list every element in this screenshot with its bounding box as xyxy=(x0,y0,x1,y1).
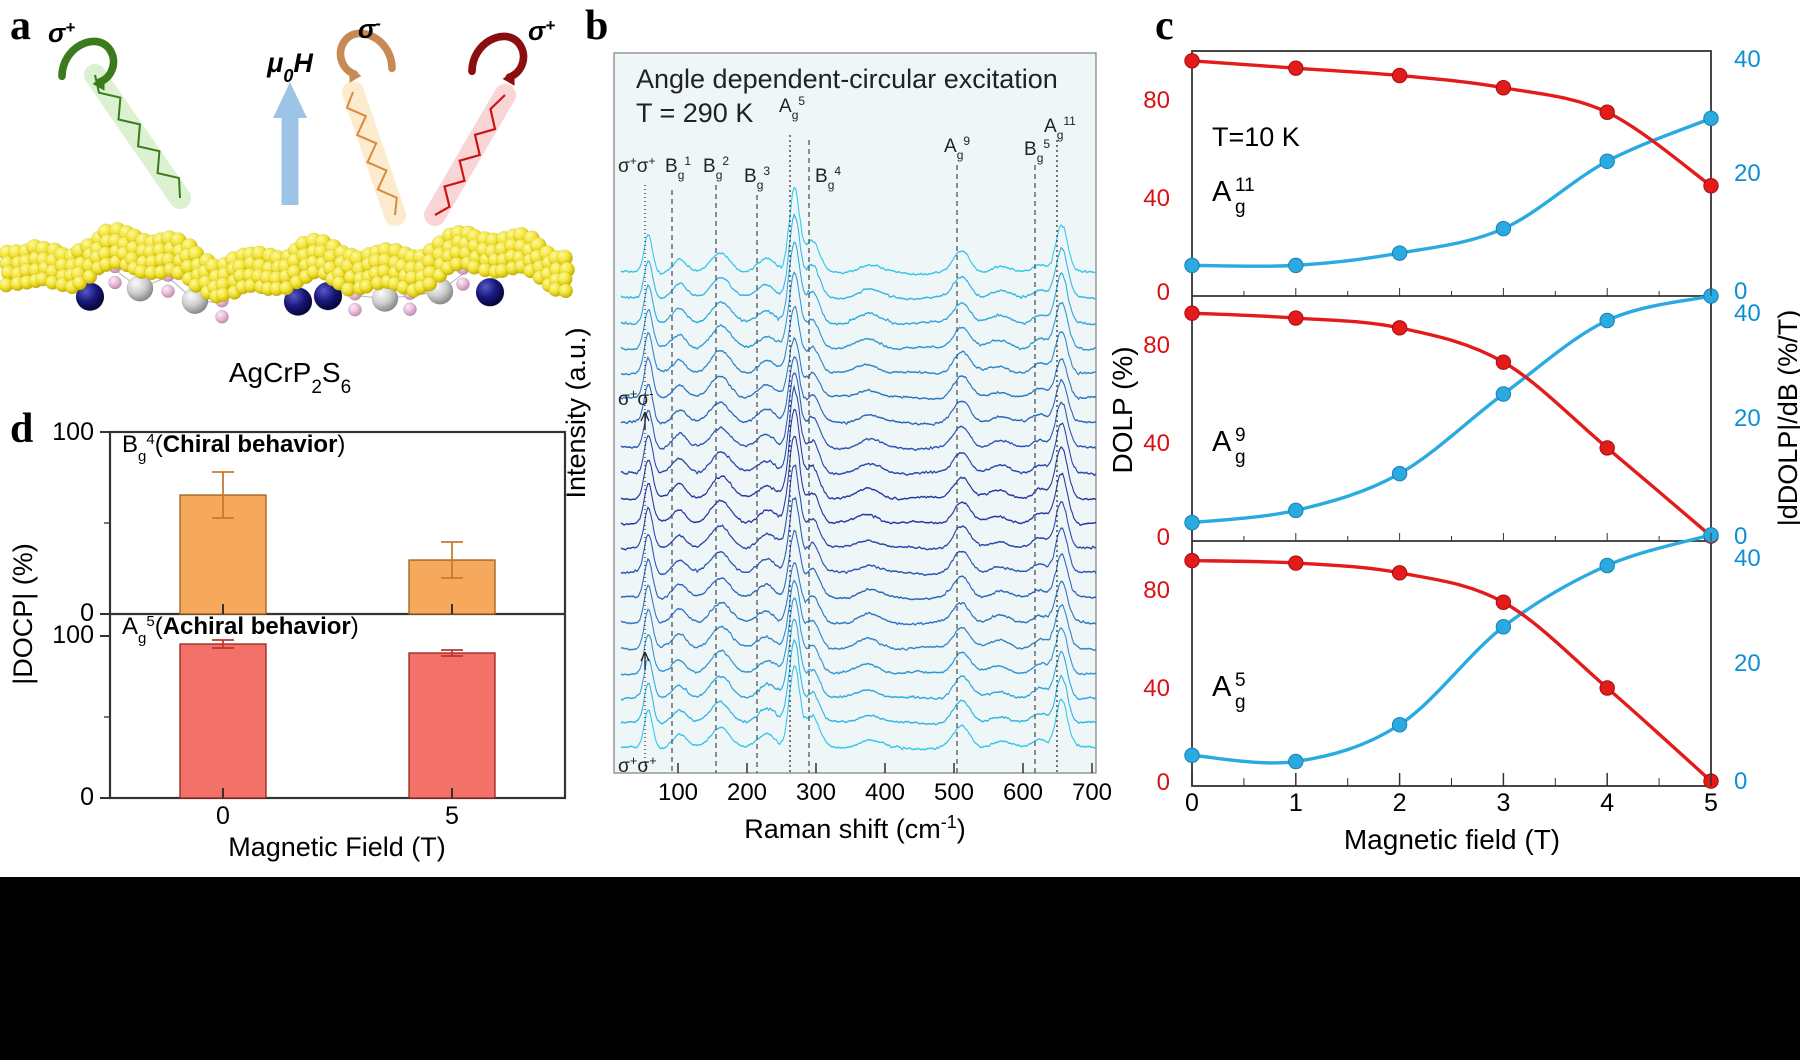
svg-text:T = 290 K: T = 290 K xyxy=(636,98,753,128)
svg-text:2: 2 xyxy=(1393,789,1407,817)
svg-text:40: 40 xyxy=(1734,545,1761,572)
svg-text:100: 100 xyxy=(658,779,698,806)
svg-text:|dDOLP|/dB (%/T): |dDOLP|/dB (%/T) xyxy=(1773,310,1800,527)
svg-text:0: 0 xyxy=(1734,768,1747,795)
svg-text:300: 300 xyxy=(796,779,836,806)
svg-text:600: 600 xyxy=(1003,779,1043,806)
svg-text:Angle dependent-circular excit: Angle dependent-circular excitation xyxy=(636,64,1058,94)
svg-text:11: 11 xyxy=(1235,175,1255,196)
svg-text:5: 5 xyxy=(1235,670,1246,691)
svg-text:g: g xyxy=(1235,692,1246,713)
svg-text:g: g xyxy=(1235,447,1246,468)
svg-text:Bg4(Chiral behavior): Bg4(Chiral behavior) xyxy=(122,431,345,465)
svg-text:0: 0 xyxy=(1185,789,1199,817)
svg-text:DOLP (%): DOLP (%) xyxy=(1107,346,1138,473)
svg-text:0: 0 xyxy=(1157,769,1170,796)
svg-text:100: 100 xyxy=(52,418,94,446)
svg-text:3: 3 xyxy=(1496,789,1510,817)
svg-text:4: 4 xyxy=(1600,789,1614,817)
svg-text:1: 1 xyxy=(1289,789,1303,817)
svg-text:400: 400 xyxy=(865,779,905,806)
svg-text:80: 80 xyxy=(1143,87,1170,114)
svg-text:0: 0 xyxy=(80,783,94,811)
svg-text:500: 500 xyxy=(934,779,974,806)
svg-text:80: 80 xyxy=(1143,577,1170,604)
svg-text:|DOCP| (%): |DOCP| (%) xyxy=(8,543,38,685)
svg-text:20: 20 xyxy=(1734,405,1761,432)
svg-text:20: 20 xyxy=(1734,160,1761,187)
svg-text:T=10 K: T=10 K xyxy=(1212,122,1300,152)
svg-text:Ag5(Achiral behavior): Ag5(Achiral behavior) xyxy=(122,613,359,647)
svg-text:9: 9 xyxy=(1235,425,1246,446)
svg-text:100: 100 xyxy=(52,621,94,649)
svg-text:40: 40 xyxy=(1734,46,1761,73)
svg-text:g: g xyxy=(1235,197,1246,218)
svg-text:700: 700 xyxy=(1072,779,1112,806)
svg-text:200: 200 xyxy=(727,779,767,806)
svg-text:A: A xyxy=(1212,176,1232,208)
svg-text:A: A xyxy=(1212,426,1232,458)
svg-text:A: A xyxy=(1212,671,1232,703)
svg-text:0: 0 xyxy=(216,802,230,830)
svg-text:Raman shift (cm-1): Raman shift (cm-1) xyxy=(744,812,966,844)
svg-text:Magnetic Field (T): Magnetic Field (T) xyxy=(228,832,446,862)
svg-text:40: 40 xyxy=(1143,675,1170,702)
svg-text:40: 40 xyxy=(1734,300,1761,327)
svg-text:5: 5 xyxy=(1704,789,1718,817)
svg-text:40: 40 xyxy=(1143,430,1170,457)
svg-text:5: 5 xyxy=(445,802,459,830)
svg-text:0: 0 xyxy=(1157,279,1170,306)
svg-text:0: 0 xyxy=(1157,524,1170,551)
svg-text:80: 80 xyxy=(1143,332,1170,359)
svg-text:Magnetic field (T): Magnetic field (T) xyxy=(1344,824,1560,855)
svg-text:20: 20 xyxy=(1734,650,1761,677)
svg-text:40: 40 xyxy=(1143,185,1170,212)
